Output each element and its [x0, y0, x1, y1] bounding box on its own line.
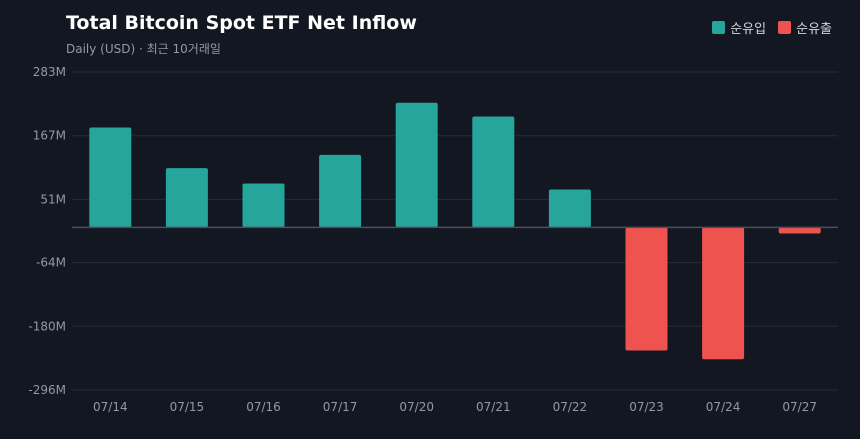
x-tick-label: 07/24: [706, 400, 741, 414]
bar-inflow: [319, 154, 362, 228]
bar-inflow: [548, 189, 591, 228]
bar-outflow: [702, 227, 745, 360]
x-tick-label: 07/15: [170, 400, 205, 414]
chart-title: Total Bitcoin Spot ETF Net Inflow: [66, 12, 417, 34]
legend-label-outflow: 순유출: [796, 22, 832, 37]
legend-item-outflow[interactable]: 순유출: [778, 18, 832, 37]
bar-inflow: [89, 127, 132, 228]
bar-inflow: [472, 116, 515, 228]
legend-swatch-inflow: [712, 21, 726, 34]
legend-swatch-outflow: [778, 21, 792, 34]
y-tick-label: 51M: [40, 192, 66, 206]
x-tick-label: 07/16: [246, 400, 281, 414]
y-tick-label: -296M: [28, 383, 66, 397]
bar-outflow: [625, 227, 668, 351]
y-tick-label: 167M: [33, 129, 66, 143]
y-tick-label: -64M: [36, 256, 66, 270]
y-tick-label: -180M: [28, 319, 66, 333]
y-tick-label: 283M: [33, 65, 66, 79]
bar-inflow: [242, 183, 285, 228]
x-tick-label: 07/23: [629, 400, 664, 414]
bar-outflow: [778, 227, 821, 234]
x-tick-label: 07/17: [323, 400, 358, 414]
bar-inflow: [165, 168, 208, 228]
bar-inflow: [395, 102, 438, 228]
legend-label-inflow: 순유입: [730, 22, 767, 37]
x-tick-label: 07/27: [782, 400, 817, 414]
x-tick-label: 07/22: [553, 400, 588, 414]
legend-item-inflow[interactable]: 순유입: [712, 18, 766, 37]
legend: 순유입 순유출: [712, 18, 832, 37]
chart-subtitle: Daily (USD) · 최근 10거래일: [66, 42, 221, 56]
x-tick-label: 07/20: [399, 400, 434, 414]
x-tick-label: 07/21: [476, 400, 511, 414]
x-tick-label: 07/14: [93, 400, 128, 414]
